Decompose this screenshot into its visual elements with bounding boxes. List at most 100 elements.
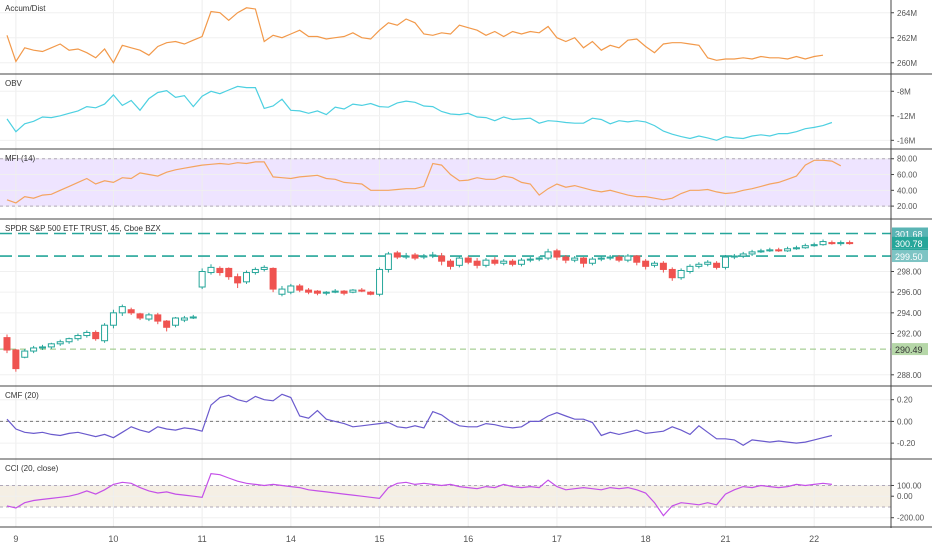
candle-body [784,248,792,252]
candle-body [438,255,446,262]
candle-body [846,242,854,245]
candle-body [269,267,277,290]
candle-body [225,267,233,278]
candle-body [127,309,135,314]
candle-body [296,285,304,291]
candle-body [251,268,259,274]
candle-body [580,257,588,264]
level-label-0: 301.68 [895,230,923,240]
accum-y-tick-label: 264M [897,9,917,18]
candle-body [730,255,738,258]
candle-body [775,249,783,252]
candle-body [455,257,463,266]
candle-body [695,263,703,267]
candle-body [792,247,800,250]
candle-body [65,338,73,343]
candle-body [234,276,242,284]
candle-body [172,317,180,326]
candle-body [3,337,11,351]
candle-body [376,268,384,295]
cmf-series-line [6,393,833,447]
candle-body [109,312,117,326]
x-tick-label: 14 [286,534,296,544]
candle-body [429,254,437,257]
candle-body [766,249,774,252]
candle-body [30,347,38,352]
candle-body [56,341,64,345]
candle-body [606,256,614,259]
candle-body [633,255,641,263]
price-y-tick-label: 294.00 [897,309,922,318]
x-tick-label: 10 [108,534,118,544]
candle-body [198,271,206,288]
candle-body [358,289,366,292]
candle-body [739,253,747,257]
candle-body [473,260,481,266]
candle-body [47,343,55,348]
candle-body [526,258,534,261]
candle-body [597,257,605,260]
candle-body [801,245,809,249]
candle-body [571,257,579,261]
price-y-tick-label: 292.00 [897,329,922,338]
candle-body [136,313,144,319]
x-tick-label: 15 [375,534,385,544]
candle-body [447,260,454,267]
candle-body [464,257,472,263]
candle-body [509,260,517,265]
x-tick-label: 17 [552,534,562,544]
level-label-1: 299.50 [895,252,923,262]
axis-corner [891,528,932,550]
candle-body [145,314,153,320]
candle-body [12,349,20,370]
candle-body [517,259,525,265]
candle-body [704,261,712,265]
candle-body [278,288,286,295]
level-label-0-bg [892,227,928,240]
candle-body [668,268,676,279]
cmf-pane-title: CMF (20) [5,391,39,400]
obv-y-tick-label: -12M [897,112,916,121]
candle-body [615,256,623,261]
candle-body [118,306,126,314]
mfi-band [0,158,891,207]
mfi-y-tick-label: 40.00 [897,186,918,195]
candle-body [402,255,410,258]
cmf-y-tick-label: 0.00 [897,417,913,426]
candle-body [837,242,845,245]
candle-body [154,314,162,322]
candle-body [562,256,570,261]
candle-body [757,250,765,253]
price-y-tick-label: 296.00 [897,288,922,297]
candle-body [163,320,171,328]
cci-y-tick-label: 0.00 [897,492,913,501]
candle-body [384,253,392,270]
accum-pane-title: Accum/Dist [5,4,46,13]
candle-body [180,317,188,321]
mfi-pane-title: MFI (14) [5,154,36,163]
obv-y-tick-label: -8M [897,87,911,96]
mfi-y-tick-label: 80.00 [897,155,918,164]
candle-body [642,260,650,267]
price-y-tick-label: 288.00 [897,371,922,380]
cci-series-line [6,473,832,517]
candle-body [500,260,508,264]
candle-body [260,266,268,270]
candle-body [207,266,215,274]
candle-body [624,255,632,261]
obv-series-line [6,85,833,141]
candle-body [553,250,561,258]
accum-series-line [6,7,824,64]
candle-body [748,251,756,255]
candle-body [535,257,543,260]
candle-body [340,290,348,294]
mfi-series-line [6,159,842,204]
candle-body [393,252,401,258]
x-tick-label: 9 [13,534,18,544]
candle-body [544,251,552,259]
candle-body [651,262,659,266]
cmf-y-tick-label: -0.20 [897,439,916,448]
candle-body [482,259,490,266]
